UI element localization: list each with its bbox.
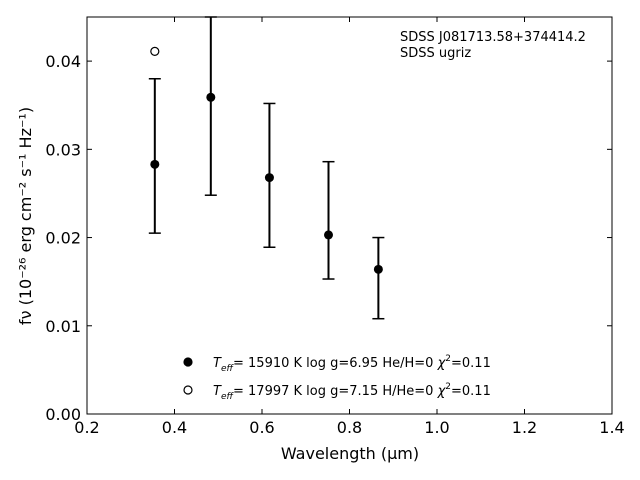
observed-point [264,173,274,183]
observed-point [206,92,216,102]
observed-point [150,159,160,169]
x-axis-label: Wavelength (μm) [281,444,419,463]
data-markers [150,46,383,274]
y-tick-label: 0.00 [45,405,81,424]
x-tick-label: 0.2 [74,418,99,437]
annotation-line-2: SDSS ugriz [400,46,471,61]
legend-marker-open [183,385,193,395]
y-tick-label: 0.04 [45,52,81,71]
y-tick-label: 0.03 [45,140,81,159]
observed-point [373,264,383,274]
observed-point [324,230,333,240]
x-tick-label: 1.4 [599,418,624,437]
x-tick-label: 1.0 [424,418,449,437]
y-axis-label: fν (10⁻²⁶ erg cm⁻² s⁻¹ Hz⁻¹) [16,107,35,325]
plot-frame [86,16,613,415]
legend-entry-text: Teff= 15910 K log g=6.95 He/H=0 χ2=0.11 [213,354,491,374]
legend-marker-filled [183,357,193,367]
x-tick-label: 0.8 [337,418,362,437]
axis-ticks: 0.2 0.4 0.6 0.8 1.0 1.2 1.4 0.00 0.01 0.02 0.03 0.0… [45,17,625,437]
y-tick-label: 0.02 [45,229,81,248]
legend: Teff= 15910 K log g=6.95 He/H=0 χ2=0.11 T… [183,354,491,402]
x-tick-label: 0.4 [162,418,187,437]
y-tick-label: 0.01 [45,317,81,336]
x-tick-label: 1.2 [512,418,537,437]
x-tick-label: 0.6 [249,418,274,437]
legend-entry-text: Teff= 17997 K log g=7.15 H/He=0 χ2=0.11 [213,382,491,402]
annotation-line-1: SDSS J081713.58+374414.2 [400,30,586,45]
error-bars [148,16,385,320]
model-point-open [150,46,160,57]
